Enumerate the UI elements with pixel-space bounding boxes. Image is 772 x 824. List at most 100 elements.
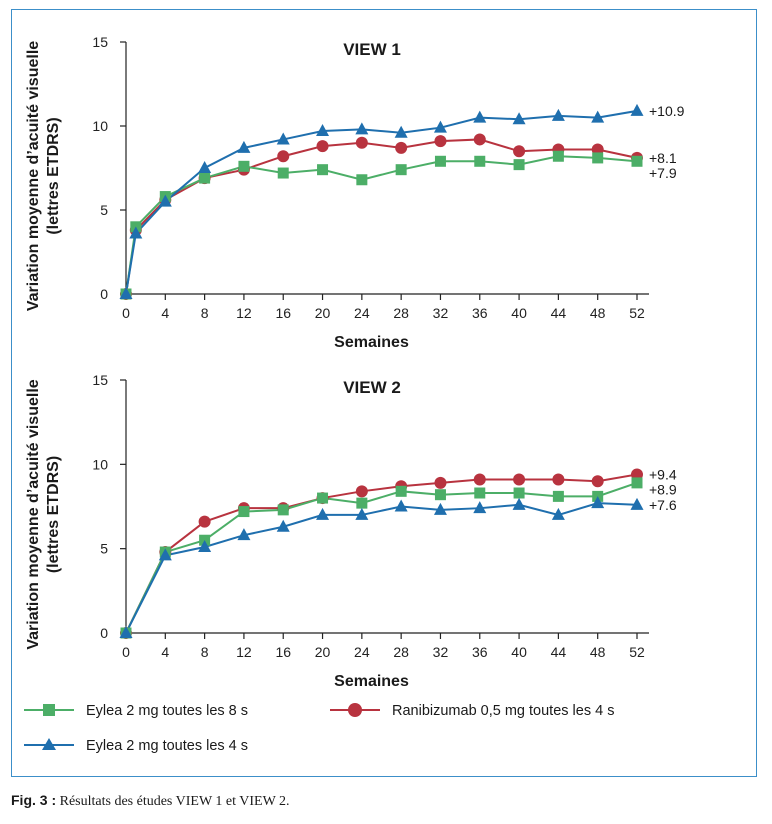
- series-line: [125, 481, 638, 634]
- x-axis-label: Semaines: [334, 334, 409, 351]
- x-tick-label: 48: [590, 305, 606, 321]
- x-tick-label: 40: [511, 305, 527, 321]
- data-point-square: [238, 160, 250, 172]
- x-tick-label: 24: [354, 305, 370, 321]
- legend-item: Eylea 2 mg toutes les 4 s: [24, 738, 248, 754]
- x-axis-label: Semaines: [334, 673, 409, 690]
- chart-title: VIEW 1: [343, 40, 401, 59]
- x-tick-label: 28: [393, 644, 409, 660]
- data-point-triangle: [355, 507, 369, 520]
- data-point-circle: [395, 141, 408, 154]
- data-point-square: [317, 164, 329, 176]
- data-point-square: [238, 506, 250, 518]
- data-point-square: [277, 504, 289, 516]
- x-tick-label: 32: [433, 644, 449, 660]
- data-point-triangle: [198, 161, 212, 173]
- x-tick-label: 16: [275, 644, 291, 660]
- figure-frame: 0 5 10 15 0 4 8 12 16 20 24 28 32 36 40 44 48 52 Semaines V…: [11, 9, 757, 777]
- y-tick-label: 15: [92, 34, 108, 50]
- x-tick-label: 36: [472, 305, 488, 321]
- legend-label: Eylea 2 mg toutes les 4 s: [86, 738, 248, 754]
- x-tick-label: 8: [201, 644, 209, 660]
- x-tick-label: 20: [315, 305, 331, 321]
- data-point-triangle: [433, 502, 447, 515]
- x-tick-label: 40: [511, 644, 527, 660]
- end-value-label: +7.9: [649, 165, 677, 181]
- x-tick-label: 48: [590, 644, 606, 660]
- data-point-triangle: [237, 528, 251, 541]
- data-point-triangle: [276, 519, 290, 532]
- data-point-triangle: [316, 124, 330, 137]
- data-point-circle: [355, 485, 368, 498]
- data-point-triangle: [473, 501, 487, 514]
- x-tick-label: 8: [201, 305, 209, 321]
- y-tick-label: 0: [100, 286, 108, 302]
- data-point-triangle: [512, 497, 526, 510]
- data-point-square: [474, 487, 486, 499]
- data-point-square: [434, 489, 446, 501]
- end-value-label: +10.9: [649, 103, 685, 119]
- figure-caption-text: Résultats des études VIEW 1 et VIEW 2.: [59, 794, 290, 809]
- data-point-square: [356, 497, 368, 509]
- data-point-square: [317, 492, 329, 504]
- data-point-triangle: [630, 103, 644, 116]
- data-point-square: [631, 155, 643, 167]
- data-point-circle: [473, 473, 486, 486]
- x-tick-label: 28: [393, 305, 409, 321]
- series-line: [125, 109, 638, 295]
- data-point-square: [513, 487, 525, 499]
- x-tick-label: 52: [629, 305, 645, 321]
- y-axis-label: Variation moyenne d’acuité visuelle (lett…: [25, 379, 62, 649]
- legend-item: Ranibizumab 0,5 mg toutes les 4 s: [330, 703, 614, 719]
- data-point-triangle: [591, 110, 605, 123]
- data-point-square: [552, 150, 564, 162]
- y-tick-label: 15: [92, 372, 108, 388]
- y-axis-label-line2: (lettres ETDRS): [45, 456, 62, 573]
- legend-marker-circle: [348, 703, 362, 717]
- data-point-triangle: [129, 226, 143, 239]
- series-line: [125, 473, 638, 634]
- series-line: [125, 138, 638, 295]
- x-tick-label: 52: [629, 644, 645, 660]
- y-tick-label: 10: [92, 456, 108, 472]
- y-tick-label: 0: [100, 625, 108, 641]
- y-axis-label: Variation moyenne d’acuité visuelle (lett…: [25, 41, 62, 311]
- data-point-circle: [552, 473, 565, 486]
- data-point-triangle: [355, 122, 369, 135]
- x-tick-label: 16: [275, 305, 291, 321]
- data-point-triangle: [551, 507, 565, 520]
- x-tick-label: 44: [551, 305, 567, 321]
- end-value-label: +9.4: [649, 466, 677, 482]
- legend-marker-triangle: [42, 738, 56, 750]
- data-point-triangle: [551, 108, 565, 121]
- y-axis-label-line2: (lettres ETDRS): [45, 117, 62, 234]
- data-point-square: [199, 172, 211, 184]
- series-line: [125, 502, 638, 634]
- legend-label: Eylea 2 mg toutes les 8 s: [86, 703, 248, 719]
- y-tick-label: 10: [92, 118, 108, 134]
- x-tick-label: 12: [236, 644, 252, 660]
- end-value-label: +8.9: [649, 481, 677, 497]
- data-point-circle: [513, 473, 526, 486]
- data-point-circle: [513, 145, 526, 158]
- data-point-triangle: [276, 132, 290, 145]
- data-point-square: [631, 477, 643, 489]
- data-point-triangle: [119, 626, 133, 638]
- data-point-square: [277, 167, 289, 179]
- legend-marker-square: [43, 704, 55, 716]
- y-axis-label-line1: Variation moyenne d’acuité visuelle: [25, 41, 42, 311]
- data-point-circle: [277, 150, 290, 163]
- data-point-circle: [198, 515, 211, 528]
- data-point-triangle: [394, 499, 408, 512]
- data-point-square: [552, 490, 564, 502]
- figure-caption-label: Fig. 3 :: [11, 792, 57, 808]
- data-point-square: [395, 164, 407, 176]
- data-point-square: [513, 159, 525, 171]
- x-tick-label: 4: [161, 305, 169, 321]
- x-tick-label: 44: [551, 644, 567, 660]
- y-tick-label: 5: [100, 202, 108, 218]
- data-point-square: [592, 152, 604, 164]
- data-point-square: [356, 174, 368, 186]
- x-tick-label: 0: [122, 305, 130, 321]
